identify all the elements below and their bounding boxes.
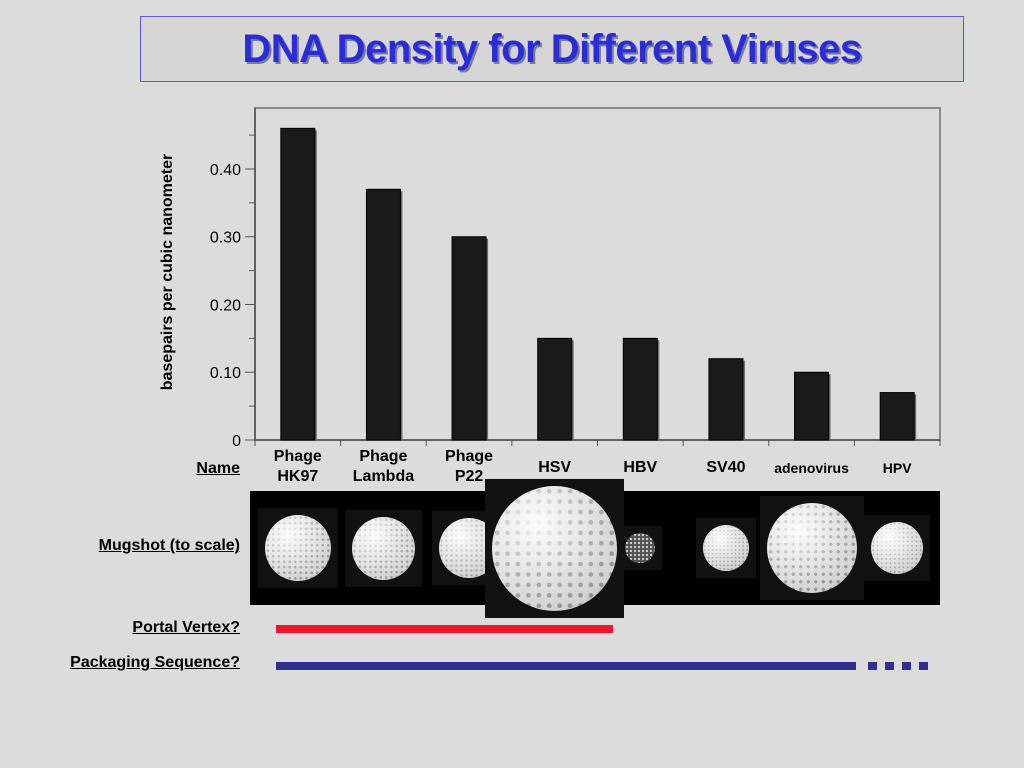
virus-mugshot <box>702 525 749 571</box>
bar <box>537 337 573 441</box>
virus-mugshot <box>625 533 656 563</box>
plot-frame <box>254 107 941 441</box>
y-tick-label: 0.20 <box>210 297 241 314</box>
y-tick-label: 0.30 <box>210 230 241 247</box>
x-tick-label: Phage Lambda <box>352 448 415 485</box>
portal-vertex-line <box>276 625 613 633</box>
mugshot-strip <box>250 478 940 618</box>
x-tick-label: Phage HK97 <box>273 448 322 485</box>
x-tick-label: HSV <box>538 459 572 476</box>
y-tick-label: 0.10 <box>210 365 241 382</box>
virus-mugshot <box>264 515 331 581</box>
x-tick-label: HBV <box>623 459 658 476</box>
virus-mugshot <box>351 516 415 580</box>
slide-title: DNA Density for Different Viruses <box>242 26 862 71</box>
bar <box>622 337 658 441</box>
x-tick-label: Phage P22 <box>445 448 494 485</box>
virus-mugshot <box>766 503 857 593</box>
y-tick-label: 0 <box>232 433 241 450</box>
packaging-dot <box>868 662 877 670</box>
packaging-dot <box>919 662 928 670</box>
y-tick-label: 0.40 <box>210 162 241 179</box>
virus-mugshot <box>492 485 618 611</box>
x-tick-label: adenovirus <box>774 460 849 476</box>
bar <box>794 371 830 441</box>
packaging-sequence-line <box>276 662 856 670</box>
y-axis-label: basepairs per cubic nanometer <box>159 153 176 391</box>
title-box: DNA Density for Different Viruses <box>140 16 964 82</box>
row-label-mugshot: Mugshot (to scale) <box>98 537 240 554</box>
packaging-dot <box>902 662 911 670</box>
row-label-packaging: Packaging Sequence? <box>70 654 240 671</box>
bar <box>879 392 915 441</box>
virus-mugshot <box>871 522 924 574</box>
bar <box>365 188 401 441</box>
packaging-dot <box>885 662 894 670</box>
row-label-name: Name <box>196 460 240 477</box>
bar <box>451 236 487 441</box>
x-tick-label: HPV <box>882 460 912 476</box>
bar <box>708 358 744 441</box>
row-label-portal: Portal Vertex? <box>132 619 240 636</box>
bar <box>280 127 316 441</box>
x-tick-label: SV40 <box>706 459 746 476</box>
